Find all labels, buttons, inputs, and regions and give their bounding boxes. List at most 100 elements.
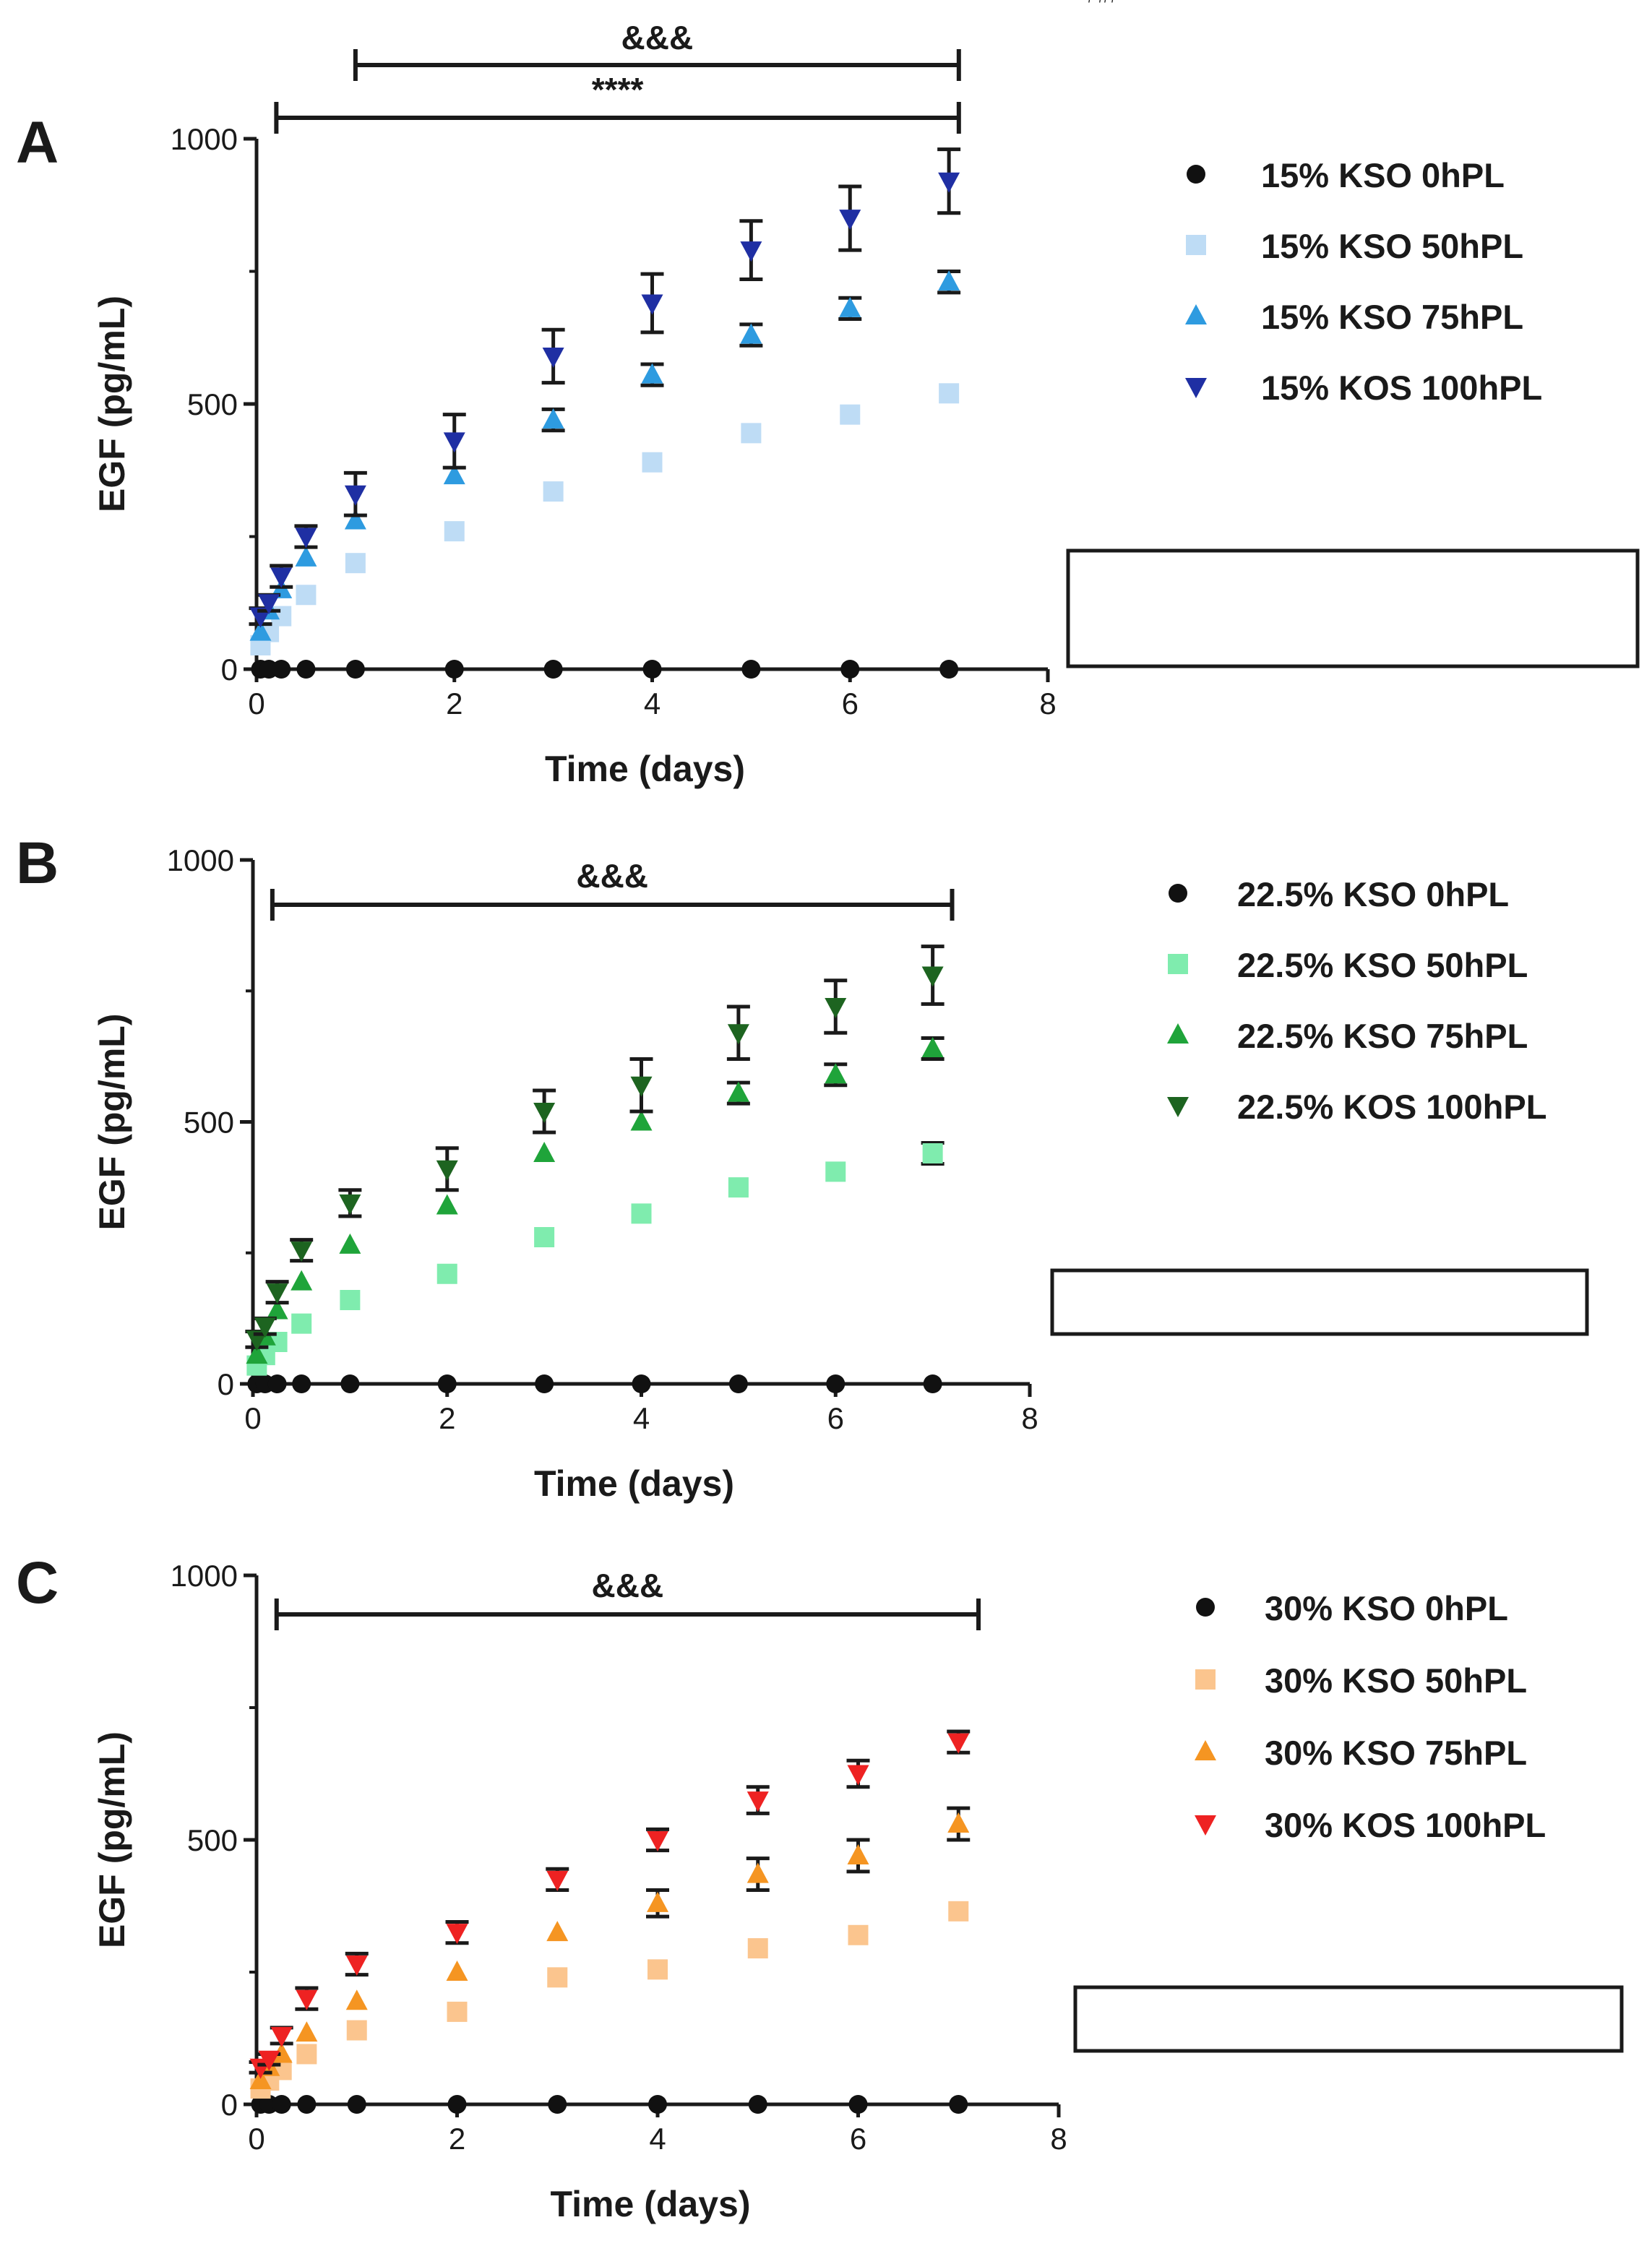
annotation-box: [1073, 1985, 1624, 2053]
data-point: [270, 567, 293, 588]
annotation-box: [1066, 548, 1640, 668]
x-axis-title: Time (days): [545, 749, 745, 789]
y-tick-label: 1000: [171, 1559, 238, 1593]
series-3: [245, 945, 945, 1351]
panel-B: B 0 500 1000 0 2 4 6 8 Time (days) EGF (pg/mL) &&& 2…: [16, 0, 1589, 1504]
data-point: [444, 660, 464, 679]
x-tick-label: 6: [827, 1401, 844, 1435]
data-point: [939, 383, 960, 404]
data-point: [747, 1791, 769, 1812]
x-tick-label: 2: [446, 687, 463, 720]
y-tick-label: 0: [221, 2088, 238, 2122]
data-point: [648, 1959, 668, 1980]
data-point: [267, 1374, 287, 1393]
data-point: [741, 423, 762, 444]
data-point: [533, 1103, 556, 1123]
x-tick-label: 8: [1021, 1401, 1038, 1435]
legend-marker: [1185, 378, 1207, 398]
annotation-p: p: [1104, 0, 1111, 3]
data-point: [534, 1227, 555, 1247]
series-1: [246, 1141, 945, 1376]
data-point: [345, 553, 366, 574]
data-point: [446, 1924, 468, 1945]
data-point: [825, 1063, 847, 1084]
legend-label: 30% KOS 100hPL: [1265, 1806, 1546, 1844]
data-point: [839, 210, 861, 231]
bracket-label: ****: [592, 71, 644, 108]
bracket-label: &&&: [592, 1567, 664, 1604]
legend-marker: [1187, 165, 1205, 184]
data-point: [295, 528, 317, 548]
annotation-text: **** p<0.0001 vs.15%KSO 0hPL: [1078, 0, 1244, 3]
data-point: [297, 2095, 317, 2114]
data-point: [847, 1765, 869, 1786]
bracket-label: &&&: [576, 857, 648, 895]
data-point: [839, 296, 861, 317]
panel-letter: A: [16, 110, 59, 176]
data-point: [447, 2001, 468, 2022]
legend-label: 30% KSO 75hPL: [1265, 1734, 1527, 1772]
y-axis-title: EGF (pg/mL): [92, 1731, 132, 1948]
data-point: [840, 404, 861, 425]
data-point: [296, 1989, 318, 2010]
y-tick-label: 1000: [171, 122, 238, 156]
data-point: [249, 2069, 272, 2090]
data-point: [444, 521, 465, 542]
bracket-label: &&&: [621, 19, 694, 56]
data-point: [647, 1831, 668, 1851]
legend-label: 30% KSO 0hPL: [1265, 1589, 1508, 1627]
legend-label: 15% KOS 100hPL: [1261, 369, 1542, 407]
data-point: [542, 347, 564, 368]
data-point: [630, 1076, 653, 1097]
legend-label: 15% KSO 50hPL: [1261, 227, 1523, 265]
x-tick-label: 6: [842, 687, 859, 720]
data-point: [295, 546, 317, 567]
x-tick-label: 4: [649, 2122, 666, 2156]
data-point: [447, 2095, 467, 2114]
data-point: [632, 1374, 651, 1393]
annotation-p: p: [1088, 0, 1095, 3]
y-axis-title: EGF (pg/mL): [92, 1014, 132, 1231]
data-point: [740, 323, 762, 344]
data-point: [266, 1283, 288, 1304]
data-point: [291, 1270, 313, 1291]
legend-marker: [1195, 1740, 1216, 1760]
x-tick-label: 0: [244, 1401, 261, 1435]
x-tick-label: 0: [248, 687, 264, 720]
legend-label: 22.5% KSO 50hPL: [1237, 946, 1528, 984]
annotation-symbol: &&&: [1085, 0, 1111, 3]
data-point: [938, 270, 960, 291]
legend-label: 22.5% KSO 75hPL: [1237, 1017, 1528, 1055]
data-point: [642, 452, 663, 473]
data-point: [921, 966, 944, 987]
data-point: [347, 2095, 366, 2114]
legend-marker: [1195, 1815, 1216, 1836]
data-point: [923, 1374, 942, 1393]
legend-marker: [1195, 1669, 1216, 1690]
data-point: [631, 1203, 652, 1224]
data-point: [543, 481, 564, 502]
data-point: [547, 1967, 568, 1988]
data-point: [258, 2050, 280, 2071]
legend-label: 22.5% KSO 0hPL: [1237, 875, 1509, 913]
data-point: [848, 1924, 869, 1945]
panel-C: C 0 500 1000 0 2 4 6 8 Time (days) EGF (pg/mL) &&& 3…: [16, 0, 1624, 2224]
x-axis-title: Time (days): [551, 2184, 751, 2224]
data-point: [948, 1901, 969, 1922]
data-point: [437, 1374, 457, 1393]
data-point: [727, 1024, 749, 1045]
data-point: [296, 2044, 317, 2065]
data-point: [747, 1938, 768, 1959]
annotation-text: &&& p<0.001 vs.All Treatments: [1085, 0, 1246, 3]
series-0: [251, 660, 959, 679]
legend-marker: [1167, 1023, 1189, 1044]
legend-label: 15% KSO 75hPL: [1261, 298, 1523, 336]
data-point: [270, 2026, 293, 2047]
data-point: [291, 1313, 312, 1334]
legend-label: 15% KSO 0hPL: [1261, 156, 1505, 194]
data-point: [272, 660, 291, 679]
data-point: [345, 1955, 368, 1976]
data-point: [741, 660, 761, 679]
y-tick-label: 500: [187, 387, 238, 421]
